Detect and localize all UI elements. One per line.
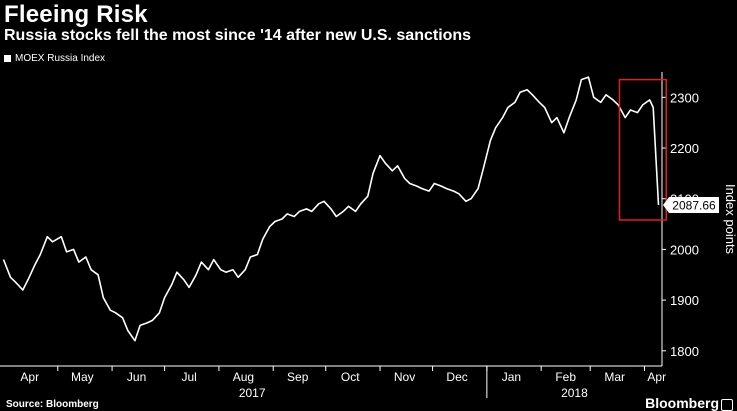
last-value-callout [663, 196, 719, 213]
source-note: Source: Bloomberg [6, 399, 99, 410]
x-tick-label: Feb [555, 370, 576, 384]
chart-title: Fleeing Risk [4, 1, 148, 28]
y-tick-label: 1800 [670, 344, 699, 359]
chart-subtitle: Russia stocks fell the most since '14 af… [4, 27, 472, 44]
last-value-label: 2087.66 [672, 198, 716, 212]
x-tick-label: Apr [647, 370, 666, 384]
x-tick-label: May [71, 370, 94, 384]
year-label: 2017 [239, 386, 266, 400]
x-tick-label: Mar [604, 370, 625, 384]
legend-label: MOEX Russia Index [15, 53, 106, 64]
x-tick-label: Aug [233, 370, 254, 384]
y-axis-label: Index points [723, 184, 737, 255]
x-tick-label: Sep [287, 370, 309, 384]
x-tick-label: Jul [181, 370, 196, 384]
y-tick-label: 2300 [670, 90, 699, 105]
highlight-box [618, 78, 667, 221]
x-tick-label: Oct [341, 370, 360, 384]
legend-swatch [4, 55, 11, 62]
bloomberg-logo: Bloomberg [645, 395, 719, 411]
x-tick-label: Nov [394, 370, 415, 384]
y-tick-label: 1900 [670, 293, 699, 308]
legend: MOEX Russia Index [4, 53, 105, 64]
logo-box-icon [721, 399, 733, 411]
x-tick-label: Jun [127, 370, 146, 384]
x-tick-label: Jan [502, 370, 521, 384]
y-tick-label: 2000 [670, 242, 699, 257]
x-tick-label: Apr [20, 370, 39, 384]
series-line [2, 76, 660, 342]
year-label: 2018 [561, 386, 588, 400]
y-tick-label: 2200 [670, 141, 699, 156]
x-tick-label: Dec [446, 370, 467, 384]
